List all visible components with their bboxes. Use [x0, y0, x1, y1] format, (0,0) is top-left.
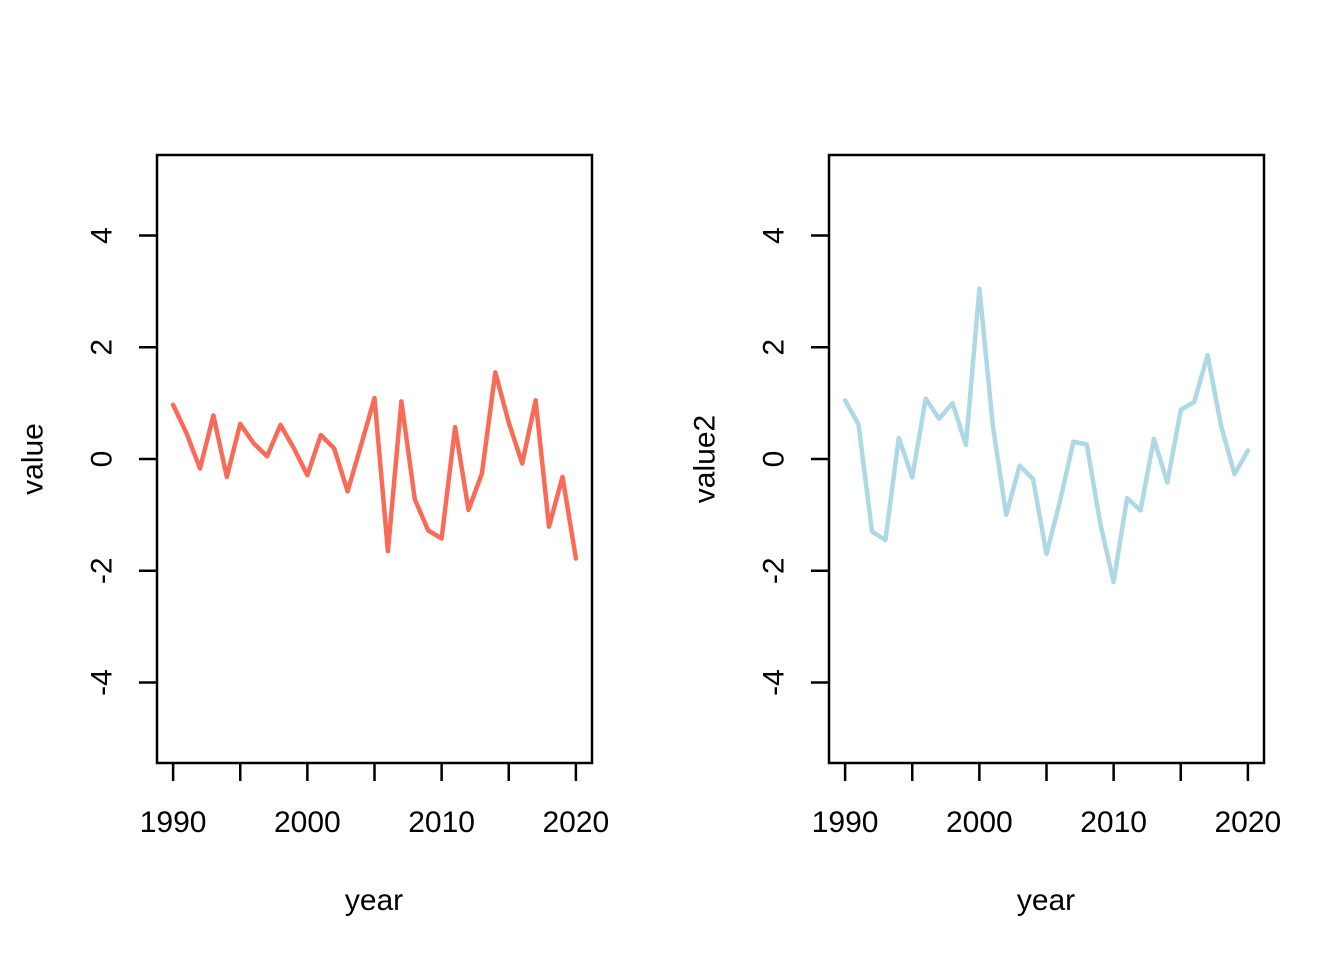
value-chart: value year 1990 2000 2010 2020 -4 -2 0 2 4 — [17, 153, 610, 917]
plot-area: 1990 2000 2010 2020 -4 -2 0 2 4 — [758, 153, 1282, 839]
x-axis-label: year — [1017, 884, 1075, 917]
x-tick-label: 2010 — [1080, 806, 1147, 839]
y-tick-label: -4 — [758, 669, 791, 696]
x-tick-label: 2020 — [1215, 806, 1282, 839]
y-tick-label: 2 — [86, 339, 119, 356]
value2-chart: value2 year 1990 2000 2010 2020 -4 -2 0 2 4 — [689, 153, 1282, 917]
x-tick-label: 1990 — [140, 806, 207, 839]
value2-data-line — [842, 286, 1251, 585]
x-tick-label: 2010 — [408, 806, 475, 839]
y-axis-label: value — [17, 423, 50, 495]
x-tick-label: 2020 — [543, 806, 610, 839]
left-plot-panel: value year 1990 2000 2010 2020 -4 -2 0 2 4 — [17, 153, 610, 917]
plot-area: 1990 2000 2010 2020 -4 -2 0 2 4 — [86, 153, 610, 839]
right-plot-panel: value2 year 1990 2000 2010 2020 -4 -2 0 2 4 — [672, 0, 1344, 960]
value-data-line — [170, 370, 579, 561]
y-tick-label: -2 — [758, 557, 791, 584]
y-tick-label: 4 — [86, 227, 119, 244]
y-tick-label: -2 — [86, 557, 119, 584]
x-axis-label: year — [345, 884, 403, 917]
x-tick-label: 2000 — [946, 806, 1013, 839]
y-tick-label: 0 — [758, 451, 791, 468]
y-tick-label: -4 — [86, 669, 119, 696]
y-tick-label: 4 — [758, 227, 791, 244]
x-tick-label: 2000 — [274, 806, 341, 839]
y-tick-label: 0 — [86, 451, 119, 468]
x-tick-label: 1990 — [812, 806, 879, 839]
y-axis-label: value2 — [689, 415, 722, 503]
y-tick-label: 2 — [758, 339, 791, 356]
